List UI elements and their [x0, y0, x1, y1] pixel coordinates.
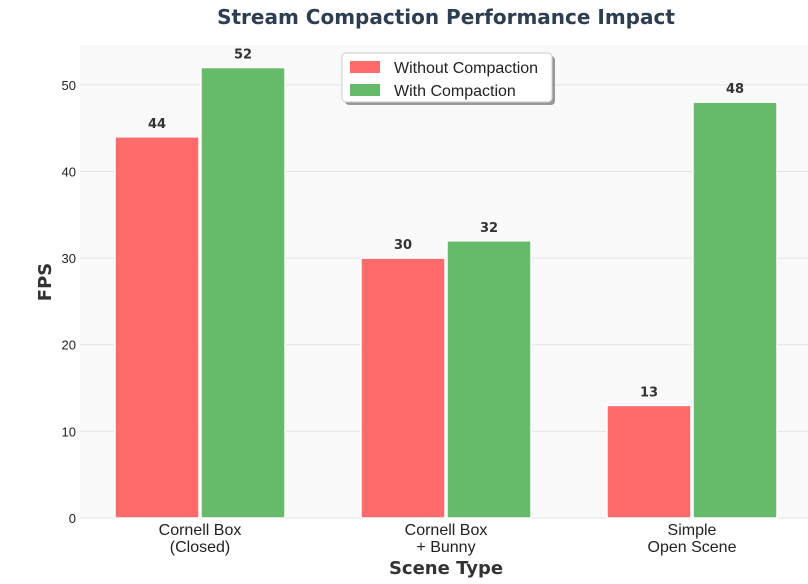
y-tick-label: 30 — [62, 251, 76, 266]
x-tick-label: (Closed) — [170, 539, 230, 556]
y-tick-label: 50 — [62, 78, 76, 93]
bar-value-label: 32 — [480, 221, 498, 236]
chart-title: Stream Compaction Performance Impact — [217, 5, 675, 29]
y-tick-label: 0 — [69, 511, 76, 526]
x-tick-label: + Bunny — [416, 539, 475, 556]
bar-without-compaction — [114, 136, 200, 519]
y-tick-label: 40 — [62, 164, 76, 179]
x-tick-label: Cornell Box — [159, 522, 242, 539]
bars — [114, 66, 778, 519]
legend-label: Without Compaction — [394, 60, 538, 77]
x-tick-label: Cornell Box — [405, 522, 488, 539]
legend-label: With Compaction — [394, 83, 516, 100]
legend: Without Compaction With Compaction — [341, 52, 555, 105]
bar-value-label: 30 — [394, 238, 412, 253]
y-tick-label: 20 — [62, 338, 76, 353]
bar-without-compaction — [360, 257, 446, 519]
bar-value-label: 52 — [234, 48, 252, 63]
y-axis-label: FPS — [35, 263, 56, 301]
legend-swatch — [350, 61, 380, 73]
x-tick-label: Open Scene — [648, 539, 737, 556]
x-axis-label: Scene Type — [389, 558, 503, 579]
x-tick-label: Simple — [668, 522, 717, 539]
bar-without-compaction — [606, 404, 692, 519]
y-tick-label: 10 — [62, 424, 76, 439]
legend-box — [341, 52, 553, 103]
y-axis-ticks: 0 10 20 30 40 50 — [62, 78, 76, 526]
value-labels: 44 52 30 32 13 48 — [148, 48, 744, 401]
x-axis-ticks: Cornell Box(Closed)Cornell Box+ BunnySim… — [159, 522, 737, 556]
bar-value-label: 48 — [726, 82, 744, 97]
bar-value-label: 44 — [148, 117, 166, 132]
bar-with-compaction — [446, 240, 532, 519]
legend-swatch — [350, 84, 380, 96]
bar-with-compaction — [692, 101, 778, 519]
bar-value-label: 13 — [640, 385, 658, 400]
bar-with-compaction — [200, 66, 286, 519]
